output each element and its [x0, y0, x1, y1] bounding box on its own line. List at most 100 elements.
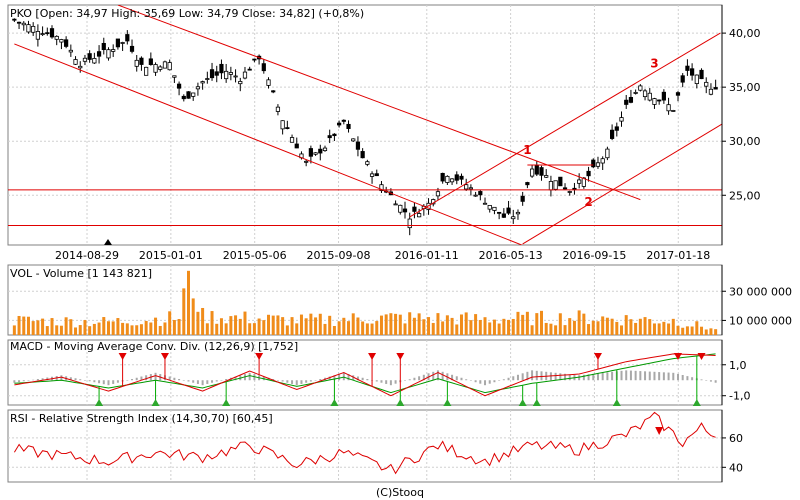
- macd-histogram-bar: [267, 377, 270, 381]
- macd-histogram-bar: [300, 380, 303, 384]
- volume-bar: [210, 311, 214, 335]
- volume-bar: [445, 315, 449, 335]
- volume-bar: [125, 323, 129, 335]
- candle-up: [228, 72, 233, 75]
- volume-bar: [201, 307, 205, 335]
- macd-histogram-bar: [672, 372, 675, 381]
- volume-bar: [342, 317, 346, 335]
- volume-bar: [408, 312, 412, 335]
- volume-bar: [309, 313, 313, 335]
- candle-down: [214, 71, 219, 76]
- macd-histogram-bar: [469, 380, 472, 381]
- macd-histogram-bar: [676, 373, 679, 381]
- volume-bar: [648, 319, 652, 335]
- macd-histogram-bar: [206, 380, 209, 384]
- macd-histogram-bar: [422, 374, 425, 381]
- candle-down: [685, 65, 690, 71]
- volume-bar: [55, 325, 59, 335]
- macd-histogram-bar: [540, 371, 543, 381]
- volume-bar: [271, 315, 275, 335]
- volume-bar: [563, 325, 567, 335]
- candle-up: [134, 59, 139, 67]
- candle-up: [172, 75, 177, 78]
- macd-histogram-bar: [394, 380, 397, 384]
- candle-down: [64, 39, 69, 47]
- macd-histogram-bar: [474, 380, 477, 383]
- volume-bar: [379, 315, 383, 335]
- volume-bar: [257, 318, 261, 335]
- volume-bar: [511, 318, 515, 335]
- macd-histogram-bar: [686, 376, 689, 381]
- sell-signal-icon: [255, 353, 264, 360]
- candle-up: [694, 74, 699, 85]
- candle-up: [482, 202, 488, 205]
- signal-line: [14, 353, 716, 394]
- volume-bar: [685, 326, 689, 335]
- volume-bar: [229, 316, 233, 335]
- candle-down: [661, 91, 666, 101]
- volume-bar: [281, 317, 285, 335]
- candle-up: [153, 64, 158, 73]
- volume-bar: [681, 327, 685, 335]
- wave-annotation-label: 2: [584, 195, 592, 209]
- sell-signal-icon: [118, 353, 127, 360]
- candle-up: [704, 81, 709, 87]
- volume-bar: [252, 323, 256, 335]
- candle-down: [534, 165, 539, 175]
- macd-histogram-bar: [568, 374, 571, 381]
- volume-bar: [92, 323, 96, 335]
- macd-histogram-bar: [389, 380, 392, 386]
- macd-histogram-bar: [606, 372, 609, 381]
- candle-down: [115, 38, 120, 48]
- macd-histogram-bar: [559, 373, 562, 381]
- x-tick-label: 2016-05-13: [479, 249, 543, 262]
- macd-histogram-bar: [145, 375, 148, 381]
- buy-signal-icon: [222, 399, 231, 406]
- volume-bar: [516, 311, 520, 335]
- candle-up: [487, 204, 492, 210]
- macd-histogram-bar: [88, 380, 91, 382]
- macd-histogram-bar: [291, 380, 294, 384]
- candle-up: [365, 161, 370, 165]
- candle-down: [337, 122, 342, 126]
- candle-down: [176, 83, 182, 89]
- y-tick-label: 10 000 000: [729, 314, 792, 327]
- x-tick-label: 2015-09-08: [307, 249, 371, 262]
- macd-histogram-bar: [178, 379, 181, 381]
- volume-bar: [50, 318, 54, 335]
- candle-down: [454, 174, 459, 181]
- candle-up: [26, 24, 31, 33]
- candle-down: [572, 187, 577, 190]
- volume-bar: [478, 320, 482, 335]
- candle-down: [699, 69, 704, 80]
- volume-bar: [102, 317, 106, 335]
- volume-bar: [662, 321, 666, 335]
- candle-up: [40, 33, 45, 36]
- candle-down: [96, 51, 102, 57]
- macd-histogram-bar: [295, 380, 298, 386]
- candle-up: [59, 39, 64, 43]
- candle-up: [35, 31, 40, 40]
- macd-histogram-bar: [319, 379, 322, 381]
- macd-histogram-bar: [705, 380, 708, 381]
- volume-bar: [620, 325, 624, 335]
- volume-bar: [591, 320, 595, 335]
- candle-up: [544, 175, 549, 178]
- candle-down: [520, 195, 525, 202]
- candle-down: [610, 129, 615, 139]
- candle-down: [327, 135, 332, 139]
- volume-bar: [224, 323, 228, 335]
- candle-up: [351, 138, 356, 142]
- macd-histogram-bar: [644, 371, 647, 381]
- volume-bar: [267, 314, 271, 335]
- volume-bar: [332, 325, 336, 335]
- candle-down: [628, 97, 634, 103]
- volume-bar: [318, 313, 322, 335]
- volume-bar: [191, 298, 195, 335]
- candle-up: [595, 162, 601, 167]
- candle-up: [515, 211, 521, 215]
- candle-up: [600, 158, 605, 164]
- buy-signal-icon: [612, 399, 621, 406]
- macd-histogram-bar: [596, 373, 599, 381]
